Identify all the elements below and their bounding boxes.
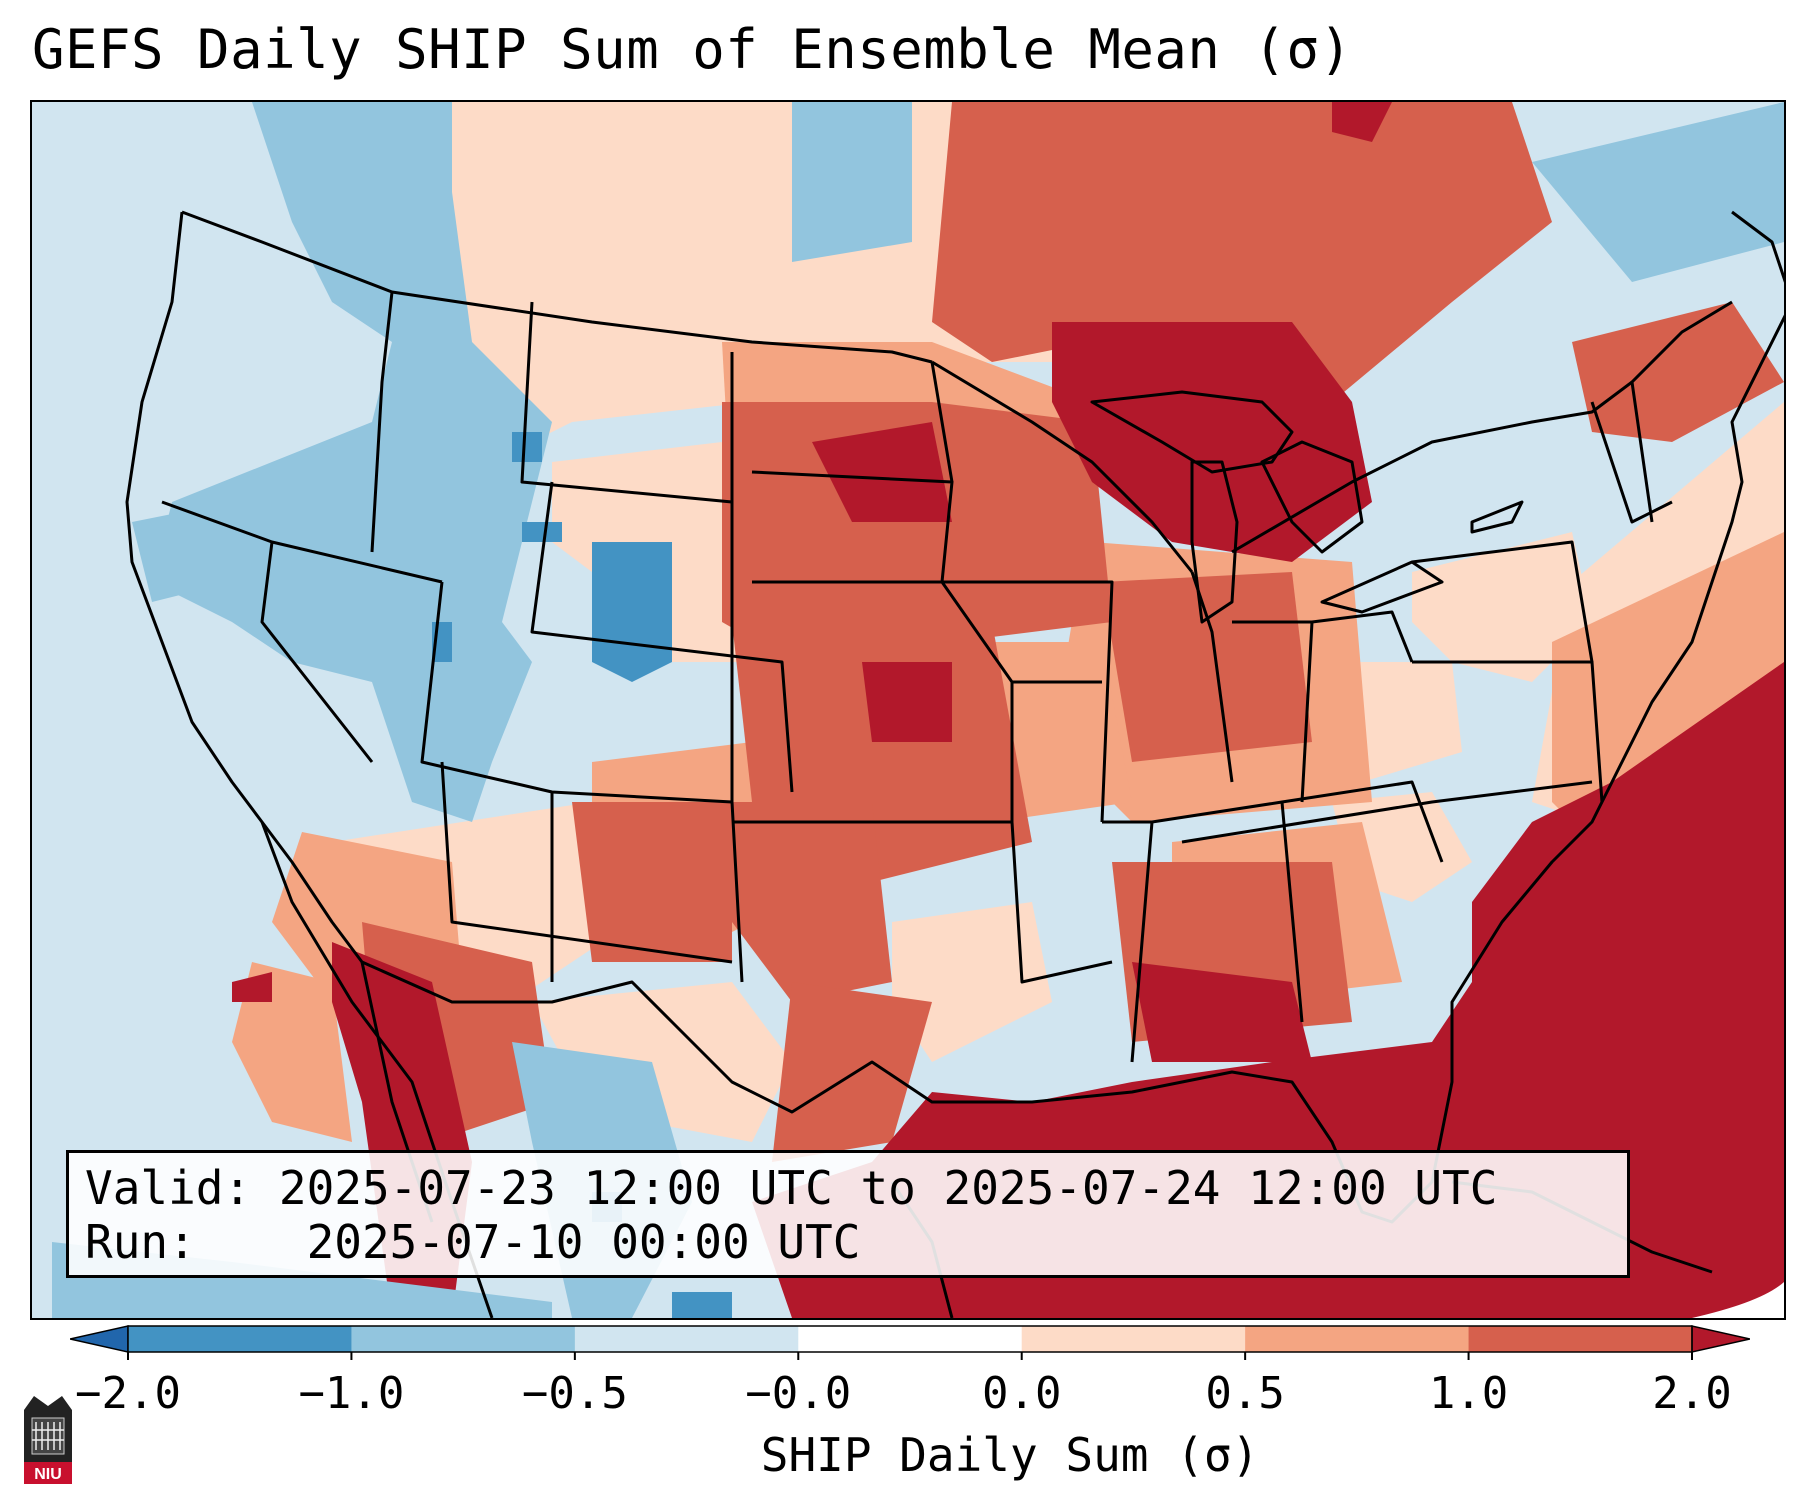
colorbar-extend-low (70, 1325, 129, 1353)
projection-edge (1692, 1282, 1784, 1318)
political-boundaries (125, 210, 1784, 1318)
colorbar-extend-high (1691, 1325, 1750, 1353)
colorbar-outline (127, 1325, 1693, 1353)
colorbar-tick-label: −1.0 (298, 1368, 405, 1419)
colorbar-tick-label: 0.5 (1205, 1368, 1285, 1419)
niu-logo: NIU (24, 1396, 72, 1484)
run-label: Run: (85, 1215, 196, 1269)
colorbar-segment (1468, 1326, 1693, 1352)
colorbar-segment (351, 1326, 576, 1352)
colorbar-tick-label: −0.5 (521, 1368, 628, 1419)
colorbar-tick-label: −0.0 (745, 1368, 852, 1419)
colorbar-tick-label: 0.0 (981, 1368, 1062, 1419)
colorbar-label: SHIP Daily Sum (σ) (760, 1428, 1260, 1482)
validity-info-box: Valid: 2025-07-23 12:00 UTC to 2025-07-2… (66, 1150, 1630, 1278)
colorbar-segment (798, 1326, 1023, 1352)
colorbar-segment (1245, 1326, 1470, 1352)
map-panel (30, 100, 1786, 1320)
colorbar-tick-label: 1.0 (1428, 1368, 1509, 1419)
map-canvas (32, 102, 1784, 1318)
colorbar-segment (128, 1326, 352, 1352)
chart-title: GEFS Daily SHIP Sum of Ensemble Mean (σ) (32, 18, 1353, 81)
colorbar-segment (1021, 1326, 1246, 1352)
svg-text:NIU: NIU (34, 1466, 62, 1483)
valid-time-range: 2025-07-23 12:00 UTC to 2025-07-24 12:00… (278, 1161, 1498, 1215)
run-time: 2025-07-10 00:00 UTC (306, 1215, 861, 1269)
valid-label: Valid: (85, 1161, 252, 1215)
colorbar-segment (574, 1326, 799, 1352)
colorbar-tick-label: −2.0 (75, 1368, 181, 1419)
colorbar (70, 1325, 1750, 1360)
colorbar-tick-label: 2.0 (1652, 1368, 1732, 1419)
